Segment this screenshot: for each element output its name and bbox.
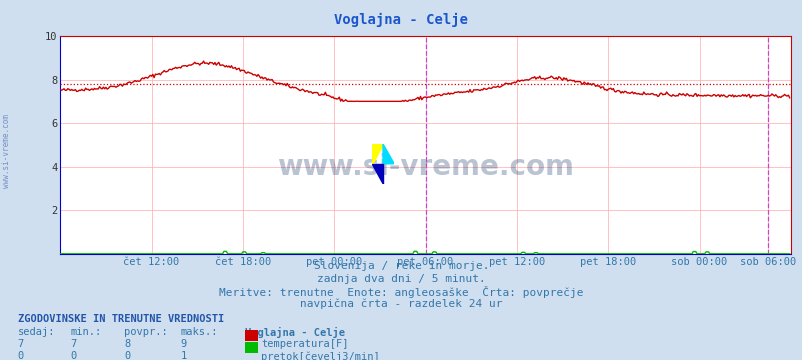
- Polygon shape: [371, 164, 383, 184]
- Text: sedaj:: sedaj:: [18, 327, 55, 337]
- Text: zadnja dva dni / 5 minut.: zadnja dva dni / 5 minut.: [317, 274, 485, 284]
- Text: 7: 7: [71, 339, 77, 349]
- Text: pretok[čevelj3/min]: pretok[čevelj3/min]: [261, 351, 379, 360]
- Text: www.si-vreme.com: www.si-vreme.com: [2, 114, 11, 188]
- Text: Voglajna - Celje: Voglajna - Celje: [334, 13, 468, 27]
- Text: 9: 9: [180, 339, 187, 349]
- Text: 0: 0: [124, 351, 131, 360]
- Text: 1: 1: [180, 351, 187, 360]
- Text: min.:: min.:: [71, 327, 102, 337]
- Text: Voglajna - Celje: Voglajna - Celje: [245, 327, 345, 338]
- Text: povpr.:: povpr.:: [124, 327, 168, 337]
- Text: temperatura[F]: temperatura[F]: [261, 339, 348, 349]
- Text: 0: 0: [18, 351, 24, 360]
- Text: Meritve: trenutne  Enote: angleosaške  Črta: povprečje: Meritve: trenutne Enote: angleosaške Črt…: [219, 286, 583, 298]
- Polygon shape: [383, 144, 394, 164]
- Text: 8: 8: [124, 339, 131, 349]
- Text: 0: 0: [71, 351, 77, 360]
- Text: navpična črta - razdelek 24 ur: navpična črta - razdelek 24 ur: [300, 299, 502, 309]
- Text: Slovenija / reke in morje.: Slovenija / reke in morje.: [314, 261, 488, 271]
- Text: 7: 7: [18, 339, 24, 349]
- Text: maks.:: maks.:: [180, 327, 218, 337]
- Text: www.si-vreme.com: www.si-vreme.com: [277, 153, 573, 181]
- Text: ZGODOVINSKE IN TRENUTNE VREDNOSTI: ZGODOVINSKE IN TRENUTNE VREDNOSTI: [18, 314, 224, 324]
- Polygon shape: [371, 144, 383, 164]
